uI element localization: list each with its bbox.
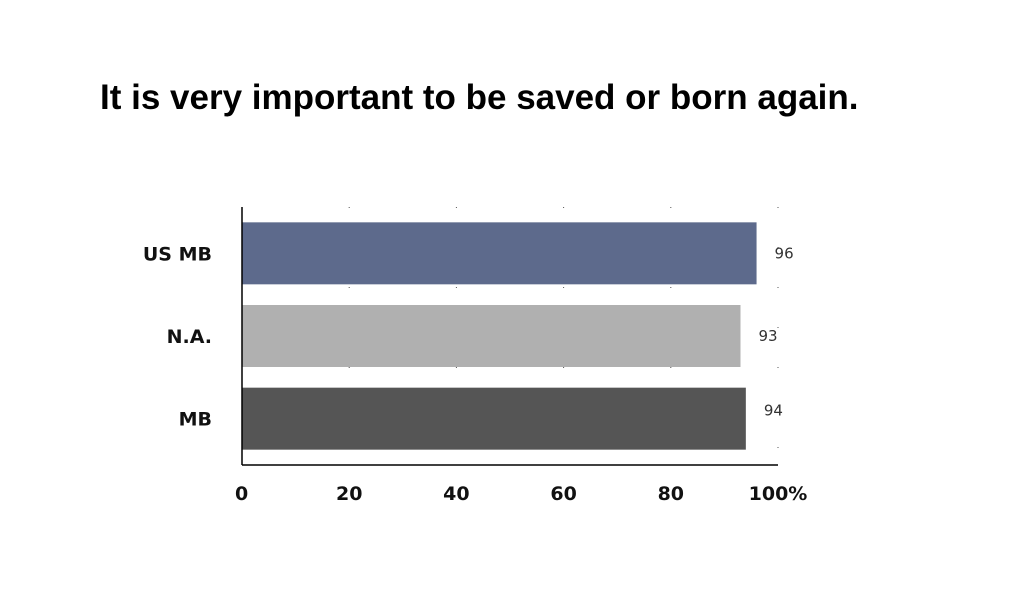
- x-tick-label-4: 80: [658, 483, 684, 505]
- x-tick-label-3: 60: [550, 483, 576, 505]
- category-label-2: MB: [179, 409, 212, 431]
- x-tick-label-5: 100%: [749, 483, 808, 505]
- x-tick-labels: 0 20 40 60 80 100%: [235, 483, 807, 505]
- bars: [242, 222, 757, 450]
- x-tick-label-0: 0: [235, 483, 248, 505]
- chart-title: It is very important to be saved or born…: [100, 78, 859, 117]
- x-tick-label-2: 40: [443, 483, 469, 505]
- data-label-2: 94: [764, 402, 783, 420]
- data-label-1: 93: [758, 327, 777, 345]
- x-tick-label-1: 20: [336, 483, 362, 505]
- category-label-0: US MB: [143, 243, 212, 265]
- data-label-0: 96: [775, 244, 794, 262]
- axes: [241, 207, 778, 466]
- bar-0: [242, 222, 757, 285]
- bar-1: [242, 305, 741, 367]
- bar-2: [242, 387, 746, 450]
- category-label-1: N.A.: [167, 326, 212, 348]
- category-labels: US MB N.A. MB: [143, 243, 212, 430]
- data-labels: 96 93 94: [758, 244, 793, 419]
